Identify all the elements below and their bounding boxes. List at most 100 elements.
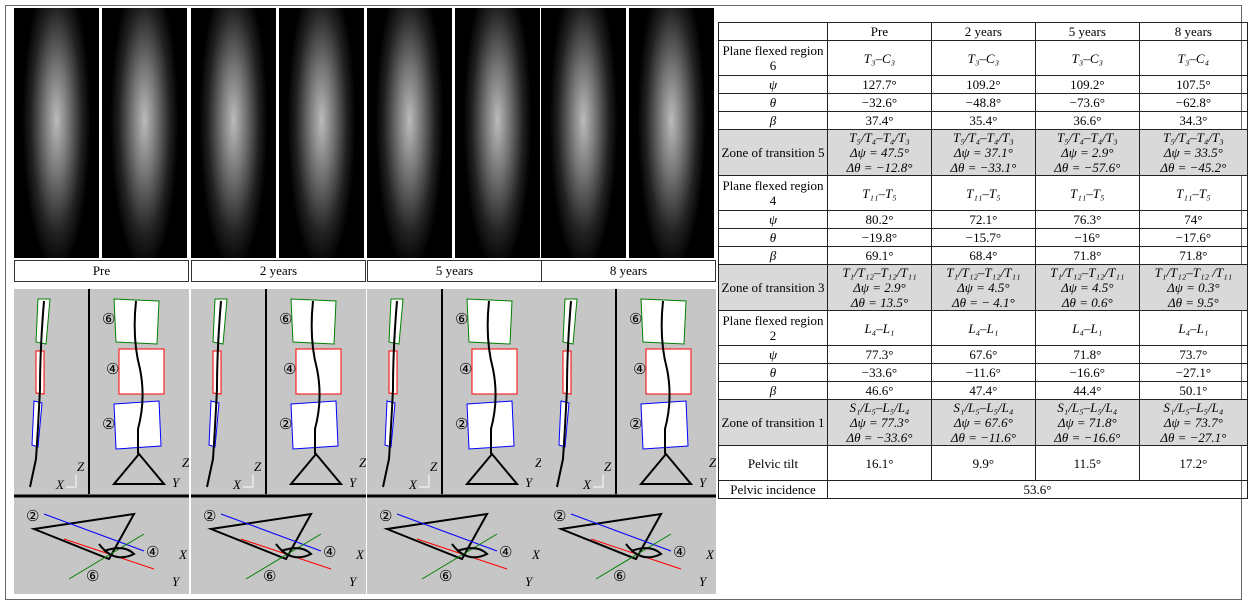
caption: 8 years: [541, 260, 716, 282]
cell-line: S₁/L₅–L₅/L₄: [849, 400, 910, 415]
segment: [290, 298, 337, 345]
spine: [133, 300, 144, 454]
axis: [593, 475, 604, 488]
cell-line: T₁/T₁₂–T₁₂ /T₁₁: [1154, 265, 1233, 280]
panel: Pre ⑥ ④ ② Z Y Z X ② ④ ⑥ X Y: [14, 6, 189, 596]
pelvis: [638, 452, 694, 485]
row-label: Zone of transition 3: [718, 264, 828, 311]
panel: 2 years ⑥ ④ ② Z Y Z X ② ④ ⑥ X Y: [191, 6, 366, 596]
table-row: ψ 77.3° 67.6° 71.8° 73.7°: [718, 345, 1248, 364]
xray-lateral: [367, 8, 452, 258]
pelvis: [557, 512, 663, 561]
table-cell: T₁/T₁₂–T₁₂ /T₁₁ Δψ = 0.3° Δθ = 9.5°: [1138, 264, 1248, 311]
row-label: Plane flexed region 4: [718, 175, 828, 211]
table-cell: T₁₁–T₅: [1034, 175, 1140, 211]
header-cell: 2 years: [930, 22, 1036, 41]
cell-line: T₁/T₁₂–T₁₂/T₁₁: [1050, 265, 1125, 280]
spine: [310, 300, 321, 454]
caption: Pre: [14, 260, 189, 282]
label: Y: [699, 475, 708, 490]
pelvis: [464, 452, 520, 485]
cell-line: Δψ = 0.3°: [1167, 280, 1220, 295]
label: Z: [254, 459, 262, 474]
table-cell: 34.3°: [1138, 111, 1248, 130]
label: ④: [459, 362, 472, 378]
label: ②: [102, 417, 115, 433]
table-cell: L₄–L₁: [930, 310, 1036, 346]
label: ②: [629, 417, 642, 433]
label: Y: [172, 574, 181, 589]
segment: [640, 298, 687, 345]
cell-line: Δθ = −12.8°: [846, 160, 913, 175]
table-cell: 74°: [1138, 210, 1248, 229]
caption: 2 years: [191, 260, 366, 282]
spine: [275, 543, 313, 559]
label: Z: [77, 459, 85, 474]
panel: 5 years ⑥ ④ ② Z Y Z X ② ④ ⑥ X Y: [367, 6, 542, 596]
cell-line: Δψ = 4.5°: [1061, 280, 1114, 295]
label: ⑥: [263, 569, 276, 585]
cell-line: Δθ = −11.6°: [950, 430, 1016, 445]
cell-line: Δθ = −57.6°: [1054, 160, 1121, 175]
cell-line: T₁/T₁₂–T₁₂/T₁₁: [842, 265, 917, 280]
table-cell: L₄–L₁: [1034, 310, 1140, 346]
cell-line: T₁/T₁₂–T₁₂/T₁₁: [946, 265, 1021, 280]
cell-line: S₁/L₅–L₅/L₄: [1057, 400, 1118, 415]
row-label: ψ: [718, 210, 828, 229]
label: ④: [323, 545, 336, 561]
table-cell: L₄–L₁: [1138, 310, 1248, 346]
table-cell: T₃–C₃: [930, 40, 1036, 76]
table-cell: 72.1°: [930, 210, 1036, 229]
table-row: Plane flexed region 6 T₃–C₃ T₃–C₃ T₃–C₃ T₃–C…: [718, 40, 1248, 76]
table-cell: T₁/T₁₂–T₁₂/T₁₁ Δψ = 4.5° Δθ = 0.6°: [1034, 264, 1140, 311]
segment: [290, 400, 339, 450]
table-cell: −16.6°: [1034, 363, 1140, 382]
table-cell: T₁₁–T₅: [1138, 175, 1248, 211]
axis-line: [245, 533, 322, 580]
table-row: Plane flexed region 4 T₁₁–T₅ T₁₁–T₅ T₁₁–T₅ T…: [718, 175, 1248, 211]
axis: [66, 475, 77, 488]
segment: [466, 298, 513, 345]
label: Z: [359, 455, 366, 470]
cell-line: Δθ = 13.5°: [850, 295, 909, 310]
table-cell: 11.5°: [1034, 445, 1140, 481]
table-cell: S₁/L₅–L₅/L₄ Δψ = 71.8° Δθ = −16.6°: [1034, 399, 1140, 446]
table-cell: 80.2°: [827, 210, 932, 229]
cell-line: Δθ = 9.5°: [1168, 295, 1219, 310]
axis-line: [595, 533, 672, 580]
table-cell: T₁₁–T₅: [930, 175, 1036, 211]
table-row: θ −19.8° −15.7° −16° −17.6°: [718, 228, 1248, 247]
table-cell: T₅/T₄–T₄/T₃ Δψ = 2.9° Δθ = −57.6°: [1034, 129, 1140, 176]
label: X: [705, 547, 715, 562]
spine: [29, 300, 45, 488]
table-cell: 67.6°: [930, 345, 1036, 364]
xray-frontal: [279, 8, 364, 258]
table-row: ψ 127.7° 109.2° 109.2° 107.5°: [718, 75, 1248, 94]
spine: [451, 543, 489, 559]
table-cell: 73.7°: [1138, 345, 1248, 364]
row-label: θ: [718, 228, 828, 247]
cell-line: Δψ = 67.6°: [953, 415, 1013, 430]
spine: [98, 543, 136, 559]
label: X: [408, 477, 418, 492]
table-cell: 71.8°: [1138, 246, 1248, 265]
table-cell: −62.8°: [1138, 93, 1248, 112]
table-row: Zone of transition 1 S₁/L₅–L₅/L₄ Δψ = 77.3…: [718, 399, 1248, 446]
label: Y: [525, 574, 534, 589]
figure: Pre 2 years 5 years 8 years Plane flexed reg…: [5, 5, 1248, 600]
axis-line: [396, 513, 498, 552]
label: ⑥: [102, 312, 115, 328]
cell-line: Δθ = − 4.1°: [952, 295, 1015, 310]
table-cell: 109.2°: [930, 75, 1036, 94]
table-cell: T₁/T₁₂–T₁₂/T₁₁ Δψ = 2.9° Δθ = 13.5°: [827, 264, 932, 311]
table-row: θ −32.6° −48.8° −73.6° −62.8°: [718, 93, 1248, 112]
cell-line: Δψ = 33.5°: [1163, 145, 1223, 160]
label: ④: [283, 362, 296, 378]
table-cell: 127.7°: [827, 75, 932, 94]
table-row: ψ 80.2° 72.1° 76.3° 74°: [718, 210, 1248, 229]
table-row: Zone of transition 5 T₅/T₄–T₄/T₃ Δψ = 47.5…: [718, 129, 1248, 176]
row-label: Pelvic incidence: [718, 480, 828, 499]
table-cell: 71.8°: [1034, 345, 1140, 364]
